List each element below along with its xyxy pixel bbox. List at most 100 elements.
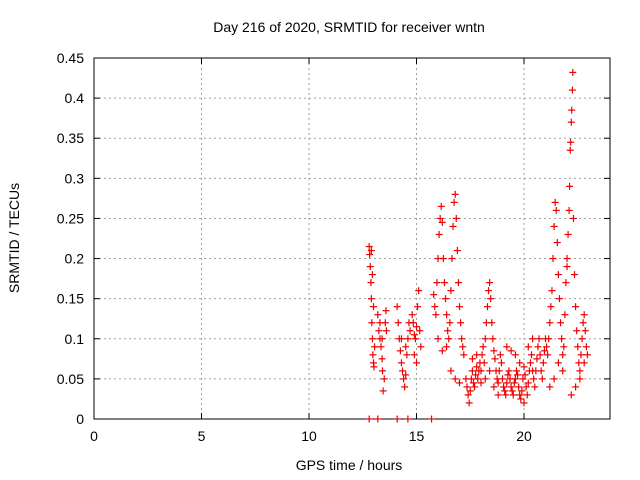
data-point (565, 206, 573, 214)
data-point (560, 343, 568, 351)
data-point (491, 355, 499, 363)
data-point (378, 335, 386, 343)
y-tick-label: 0.1 (65, 331, 85, 347)
data-point (496, 351, 504, 359)
data-point (404, 415, 412, 423)
data-point (544, 351, 552, 359)
data-point (440, 279, 448, 287)
data-point (376, 319, 384, 327)
data-point (520, 399, 528, 407)
data-point (557, 319, 565, 327)
data-point (447, 367, 455, 375)
data-point (435, 230, 443, 238)
data-point (505, 367, 513, 375)
data-point (368, 319, 376, 327)
data-point (515, 383, 523, 391)
data-point (551, 198, 559, 206)
plot-frame (93, 57, 611, 420)
data-point (443, 311, 451, 319)
data-point (433, 279, 441, 287)
data-point (445, 335, 453, 343)
data-point (471, 383, 479, 391)
data-point (558, 335, 566, 343)
data-point (402, 343, 410, 351)
data-point (416, 327, 424, 335)
data-point (507, 347, 515, 355)
data-point (397, 335, 405, 343)
data-point (453, 247, 461, 255)
data-point (572, 383, 580, 391)
data-point (446, 319, 454, 327)
y-tick-label: 0.25 (57, 210, 84, 226)
data-point (400, 375, 408, 383)
data-point (547, 303, 555, 311)
data-point (374, 415, 382, 423)
data-point (367, 247, 375, 255)
data-point (495, 367, 503, 375)
data-point (369, 351, 377, 359)
data-point (576, 375, 584, 383)
data-point (546, 319, 554, 327)
data-point (561, 311, 569, 319)
data-point (393, 303, 401, 311)
data-point (464, 391, 472, 399)
chart-title: Day 216 of 2020, SRMTID for receiver wnt… (213, 19, 485, 35)
data-point (524, 343, 532, 351)
data-point (573, 327, 581, 335)
data-point (490, 383, 498, 391)
data-point (583, 351, 591, 359)
data-point (543, 343, 551, 351)
data-point (465, 399, 473, 407)
data-point (546, 383, 554, 391)
data-point (374, 311, 382, 319)
data-point (379, 387, 387, 395)
data-point (413, 359, 420, 367)
data-point (366, 251, 374, 259)
data-point (451, 190, 459, 198)
data-point (486, 279, 494, 287)
x-axis-label: GPS time / hours (296, 457, 403, 473)
data-point (526, 359, 534, 367)
data-point (408, 311, 416, 319)
data-point (468, 367, 476, 375)
data-point (473, 363, 481, 371)
data-point (447, 287, 455, 295)
data-point (402, 371, 410, 379)
data-point (432, 311, 440, 319)
data-point (456, 379, 463, 387)
data-point (578, 335, 586, 343)
data-point (401, 383, 409, 391)
data-point (550, 375, 558, 383)
data-point (370, 303, 377, 311)
data-point (477, 379, 485, 387)
data-point (489, 335, 497, 343)
data-point (428, 415, 436, 423)
data-point (450, 198, 458, 206)
axis-ticks: 0 0.05 0.1 0.15 0.2 0.25 0.3 0.35 0.4 0.45 0 5 10 15 2… (57, 50, 610, 444)
data-point (563, 263, 571, 271)
y-tick-label: 0.2 (65, 251, 85, 267)
data-point (550, 222, 558, 230)
data-point (456, 303, 463, 311)
data-point (370, 363, 378, 371)
data-point (438, 218, 446, 226)
data-point (549, 255, 557, 263)
data-point (567, 391, 575, 399)
data-point (574, 343, 582, 351)
data-point (580, 311, 588, 319)
data-point (518, 387, 526, 395)
y-tick-label: 0.45 (57, 50, 84, 66)
data-point (410, 331, 418, 339)
data-point (516, 391, 524, 399)
x-tick-label: 10 (301, 428, 317, 444)
data-point (485, 287, 493, 295)
data-point (580, 359, 588, 367)
data-point (552, 206, 560, 214)
data-point (454, 279, 462, 287)
data-point (371, 343, 379, 351)
grid (94, 58, 610, 419)
data-point (487, 295, 495, 303)
data-point (528, 351, 536, 359)
data-point (477, 367, 485, 375)
